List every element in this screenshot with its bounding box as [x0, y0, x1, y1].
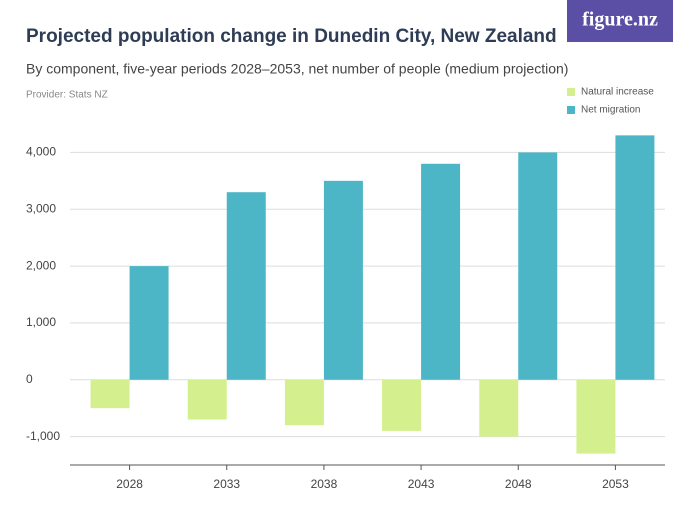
x-tick-label: 2053 [602, 477, 629, 491]
x-tick-label: 2043 [408, 477, 435, 491]
logo-box [567, 0, 673, 42]
bar [382, 379, 422, 431]
x-tick-label: 2038 [311, 477, 338, 491]
legend: Natural increase Net migration [567, 87, 654, 116]
logo: figure.nz [582, 9, 658, 31]
bar [323, 180, 363, 380]
chart-title: Projected population change in Dunedin C… [26, 26, 557, 47]
bar [518, 152, 558, 380]
chart-subtitle: By component, five-year periods 2028–205… [26, 61, 568, 77]
legend-swatch [567, 88, 575, 96]
x-tick-label: 2048 [505, 477, 532, 491]
bar [576, 379, 616, 454]
bar [284, 379, 324, 426]
y-tick-label: 4,000 [26, 145, 56, 159]
y-tick-label: 2,000 [26, 258, 56, 272]
y-tick-label: 1,000 [26, 315, 56, 329]
legend-swatch [567, 106, 575, 114]
bar [90, 379, 130, 409]
y-tick-label: -1,000 [26, 429, 60, 443]
y-tick-label: 0 [26, 372, 33, 386]
bar [615, 135, 655, 380]
x-tick-label: 2028 [116, 477, 143, 491]
bar [226, 192, 266, 380]
bar [129, 266, 169, 380]
legend-label: Natural increase [581, 87, 654, 98]
provider: Provider: Stats NZ [26, 90, 108, 101]
x-tick-label: 2033 [213, 477, 240, 491]
bar [421, 163, 461, 380]
legend-label: Net migration [581, 105, 640, 116]
y-tick-label: 3,000 [26, 201, 56, 215]
bar [187, 379, 227, 420]
bar [479, 379, 519, 437]
